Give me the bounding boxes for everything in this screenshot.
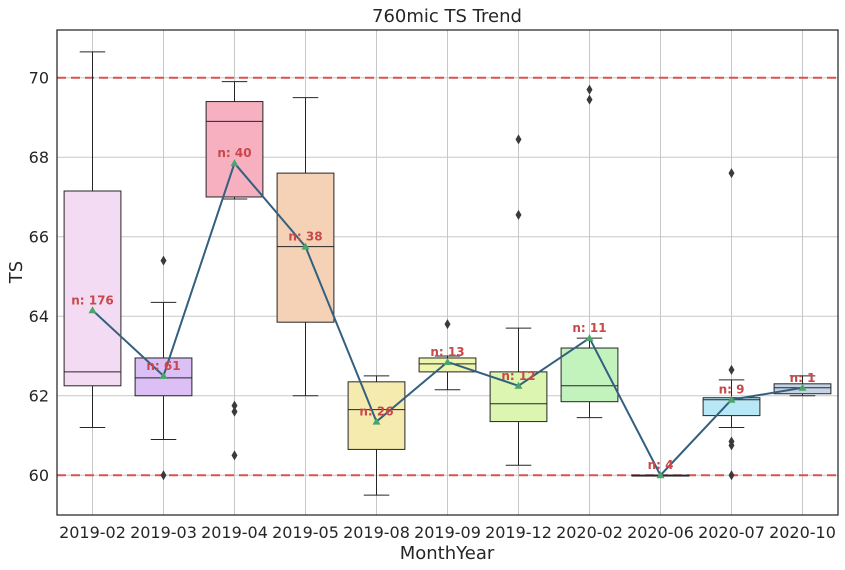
y-axis-title: TS <box>6 261 27 284</box>
box-group <box>702 168 761 481</box>
outlier-point <box>728 364 735 375</box>
outlier-point <box>515 134 522 145</box>
mean-point <box>301 242 310 250</box>
outlier-point <box>515 209 522 220</box>
boxes-layer <box>63 51 832 496</box>
box-iqr <box>347 381 406 450</box>
outlier-point <box>586 94 593 105</box>
x-tick-label: 2019-05 <box>272 523 339 542</box>
outlier-point <box>160 470 167 481</box>
x-tick-label: 2020-06 <box>627 523 694 542</box>
outlier-point <box>231 400 238 411</box>
mean-point <box>443 357 452 365</box>
x-tick-label: 2019-04 <box>201 523 268 542</box>
mean-point <box>230 159 239 167</box>
outlier-point <box>728 440 735 451</box>
box-iqr <box>205 101 264 198</box>
mean-point <box>159 371 168 379</box>
grid-lines <box>57 30 838 515</box>
mean-point <box>585 334 594 342</box>
y-tick-label: 68 <box>29 148 49 167</box>
n-count-label: n: 38 <box>288 230 322 244</box>
x-tick-labels: 2019-02 2019-03 2019-04 2019-05 2019-08 2019-… <box>59 523 836 542</box>
n-count-label: n: 40 <box>217 146 251 160</box>
n-count-label: n: 13 <box>430 345 464 359</box>
box-group <box>205 81 264 461</box>
y-tick-label: 70 <box>29 69 49 88</box>
mean-point <box>727 395 736 403</box>
n-count-label: n: 9 <box>719 383 745 397</box>
mean-point <box>798 383 807 391</box>
x-tick-label: 2019-08 <box>343 523 410 542</box>
x-tick-label: 2019-02 <box>59 523 126 542</box>
y-tick-label: 60 <box>29 466 49 485</box>
outlier-point <box>231 406 238 417</box>
n-count-label: n: 11 <box>572 321 606 335</box>
x-axis-title: MonthYear <box>400 543 495 564</box>
n-count-label: n: 61 <box>146 359 180 373</box>
chart-title: 760mic TS Trend <box>372 6 522 27</box>
x-tick-label: 2020-10 <box>769 523 836 542</box>
x-tick-label: 2019-09 <box>414 523 481 542</box>
n-count-label: n: 4 <box>648 458 674 472</box>
n-count-label: n: 26 <box>359 405 393 419</box>
box-group <box>63 51 122 429</box>
n-count-label: n: 1 <box>790 371 816 385</box>
mean-point <box>514 381 523 389</box>
y-tick-label: 64 <box>29 307 49 326</box>
plot-frame <box>56 29 839 516</box>
box-iqr <box>63 190 122 387</box>
y-tick-labels: 60 62 64 66 68 70 <box>29 69 49 486</box>
mean-point <box>372 417 381 425</box>
outlier-point <box>160 255 167 266</box>
mean-point <box>88 306 97 314</box>
n-labels-layer: n: 176 n: 61 n: 40 n: 38 n: 26 n: 13 n: 12 n: 1… <box>71 146 815 472</box>
n-count-label: n: 176 <box>71 293 114 307</box>
outlier-point <box>728 470 735 481</box>
n-count-label: n: 12 <box>501 369 535 383</box>
mean-point <box>656 471 665 479</box>
x-tick-label: 2019-03 <box>130 523 197 542</box>
mean-trend-layer <box>88 159 807 479</box>
x-tick-label: 2019-12 <box>485 523 552 542</box>
reference-lines <box>57 76 838 477</box>
outlier-point <box>728 168 735 179</box>
x-tick-label: 2020-07 <box>698 523 765 542</box>
outlier-point <box>586 84 593 95</box>
outlier-point <box>444 319 451 330</box>
y-tick-label: 66 <box>29 228 49 247</box>
y-tick-label: 62 <box>29 387 49 406</box>
box-group <box>347 375 406 496</box>
outlier-point <box>231 450 238 461</box>
x-tick-label: 2020-02 <box>556 523 623 542</box>
